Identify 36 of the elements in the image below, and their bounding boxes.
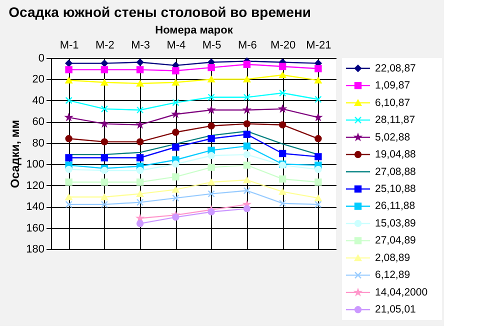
y-tick-label: 180 xyxy=(26,244,44,256)
x-tick-label: М-20 xyxy=(270,40,296,52)
legend-label: 22,08,87 xyxy=(375,62,416,74)
legend-label: 27,08,88 xyxy=(375,166,416,178)
y-tick-label: 100 xyxy=(26,158,44,171)
y-tick-label: 40 xyxy=(32,94,44,107)
legend-label: 5,02,88 xyxy=(375,131,410,144)
y-tick-label: 0 xyxy=(38,52,44,64)
legend-label: 21,05,01 xyxy=(375,304,416,316)
x-tick-label: М-3 xyxy=(131,40,150,52)
legend-label: 15,03,89 xyxy=(375,217,416,230)
x-tick-label: М-2 xyxy=(95,40,114,52)
y-tick-label: 60 xyxy=(32,116,44,128)
x-tick-label: М-21 xyxy=(306,40,332,52)
legend-label: 25,10,88 xyxy=(375,183,416,195)
legend-label: 1,09,87 xyxy=(375,80,410,92)
legend-label: 27,04,89 xyxy=(375,234,416,247)
y-tick-label: 140 xyxy=(26,201,44,214)
x-axis-title: Номера марок xyxy=(155,24,234,36)
x-tick-label: М-5 xyxy=(202,40,222,52)
legend-label: 26,11,88 xyxy=(375,200,416,212)
x-tick-label: М-4 xyxy=(166,40,186,52)
legend-label: 14,04,2000 xyxy=(375,286,428,298)
x-tick-label: М-6 xyxy=(238,40,257,52)
legend-label: 6,12,89 xyxy=(375,269,410,282)
y-tick-label: 20 xyxy=(32,74,44,86)
y-tick-label: 120 xyxy=(26,180,44,192)
x-tick-label: М-1 xyxy=(60,40,79,52)
y-tick-label: 160 xyxy=(26,222,44,234)
legend-label: 28,11,87 xyxy=(375,114,416,126)
legend-label: 19,04,88 xyxy=(375,148,416,161)
y-axis-title: Осадки, мм xyxy=(8,120,22,188)
legend-label: 6,10,87 xyxy=(375,96,410,109)
legend-label: 2,08,89 xyxy=(375,252,410,264)
chart-title: Осадка южной стены столовой во времени xyxy=(8,4,312,20)
y-tick-label: 80 xyxy=(32,137,44,150)
